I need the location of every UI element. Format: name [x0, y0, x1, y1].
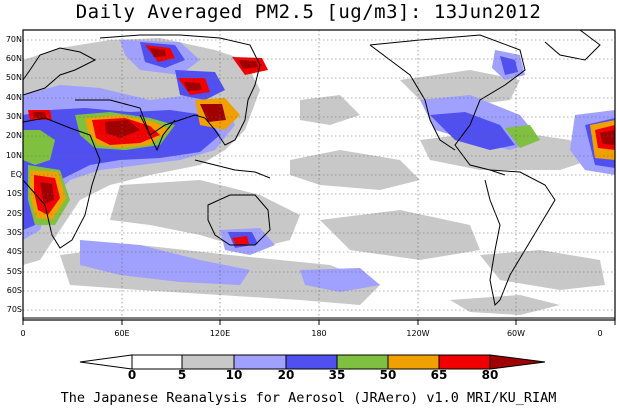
- lat-label: 40S: [6, 247, 22, 256]
- colorbar-label: 80: [481, 368, 499, 382]
- colorbar-bin-5: [131, 354, 183, 370]
- lat-label: 60N: [5, 54, 22, 63]
- lon-label: 0: [597, 329, 603, 338]
- colorbar-label: 10: [225, 368, 243, 382]
- pm25-field: [23, 30, 615, 319]
- lat-label: 50N: [5, 73, 22, 82]
- lat-label: EQ: [10, 170, 22, 179]
- coastlines: [23, 30, 615, 319]
- footer-credit: The Japanese Reanalysis for Aerosol (JRA…: [60, 390, 557, 406]
- pm25-level-80-plus: [33, 48, 615, 204]
- colorbar-label: 20: [277, 368, 295, 382]
- lat-label: 70N: [5, 35, 22, 44]
- lat-label: 60S: [6, 286, 22, 295]
- colorbar-bin-65: [387, 354, 440, 370]
- lon-label: 0: [20, 329, 26, 338]
- colorbar-label: 50: [379, 368, 397, 382]
- lat-label: 30S: [6, 228, 22, 237]
- colorbar: [79, 354, 546, 370]
- colorbar-label: 5: [177, 368, 187, 382]
- colorbar-bin-lt0: [79, 354, 133, 370]
- lat-label: 30N: [5, 112, 22, 121]
- gridlines: [23, 30, 615, 320]
- colorbar-label: 0: [127, 368, 137, 382]
- colorbar-label: 65: [430, 368, 448, 382]
- colorbar-bin-35: [285, 354, 338, 370]
- lon-label: 180: [311, 329, 327, 338]
- colorbar-bin-50: [336, 354, 389, 370]
- colorbar-label: 35: [328, 368, 346, 382]
- lat-label: 40N: [5, 93, 22, 102]
- lat-label: 20S: [6, 209, 22, 218]
- lat-label: 10S: [6, 189, 22, 198]
- lat-label: 20N: [5, 131, 22, 140]
- lat-label: 70S: [6, 305, 22, 314]
- colorbar-bin-20: [233, 354, 287, 370]
- colorbar-bin-10: [181, 354, 235, 370]
- map-title: Daily Averaged PM2.5 [ug/m3]: 13Jun2012: [75, 1, 542, 23]
- colorbar-bin-80: [438, 354, 491, 370]
- lon-label: 60E: [114, 329, 130, 338]
- lat-label: 10N: [5, 151, 22, 160]
- lon-label: 60W: [506, 329, 526, 338]
- colorbar-bin-gt80: [489, 354, 546, 370]
- lon-label: 120W: [406, 329, 430, 338]
- axis-ticks: [22, 320, 616, 325]
- lat-label: 50S: [6, 267, 22, 276]
- lon-label: 120E: [209, 329, 231, 338]
